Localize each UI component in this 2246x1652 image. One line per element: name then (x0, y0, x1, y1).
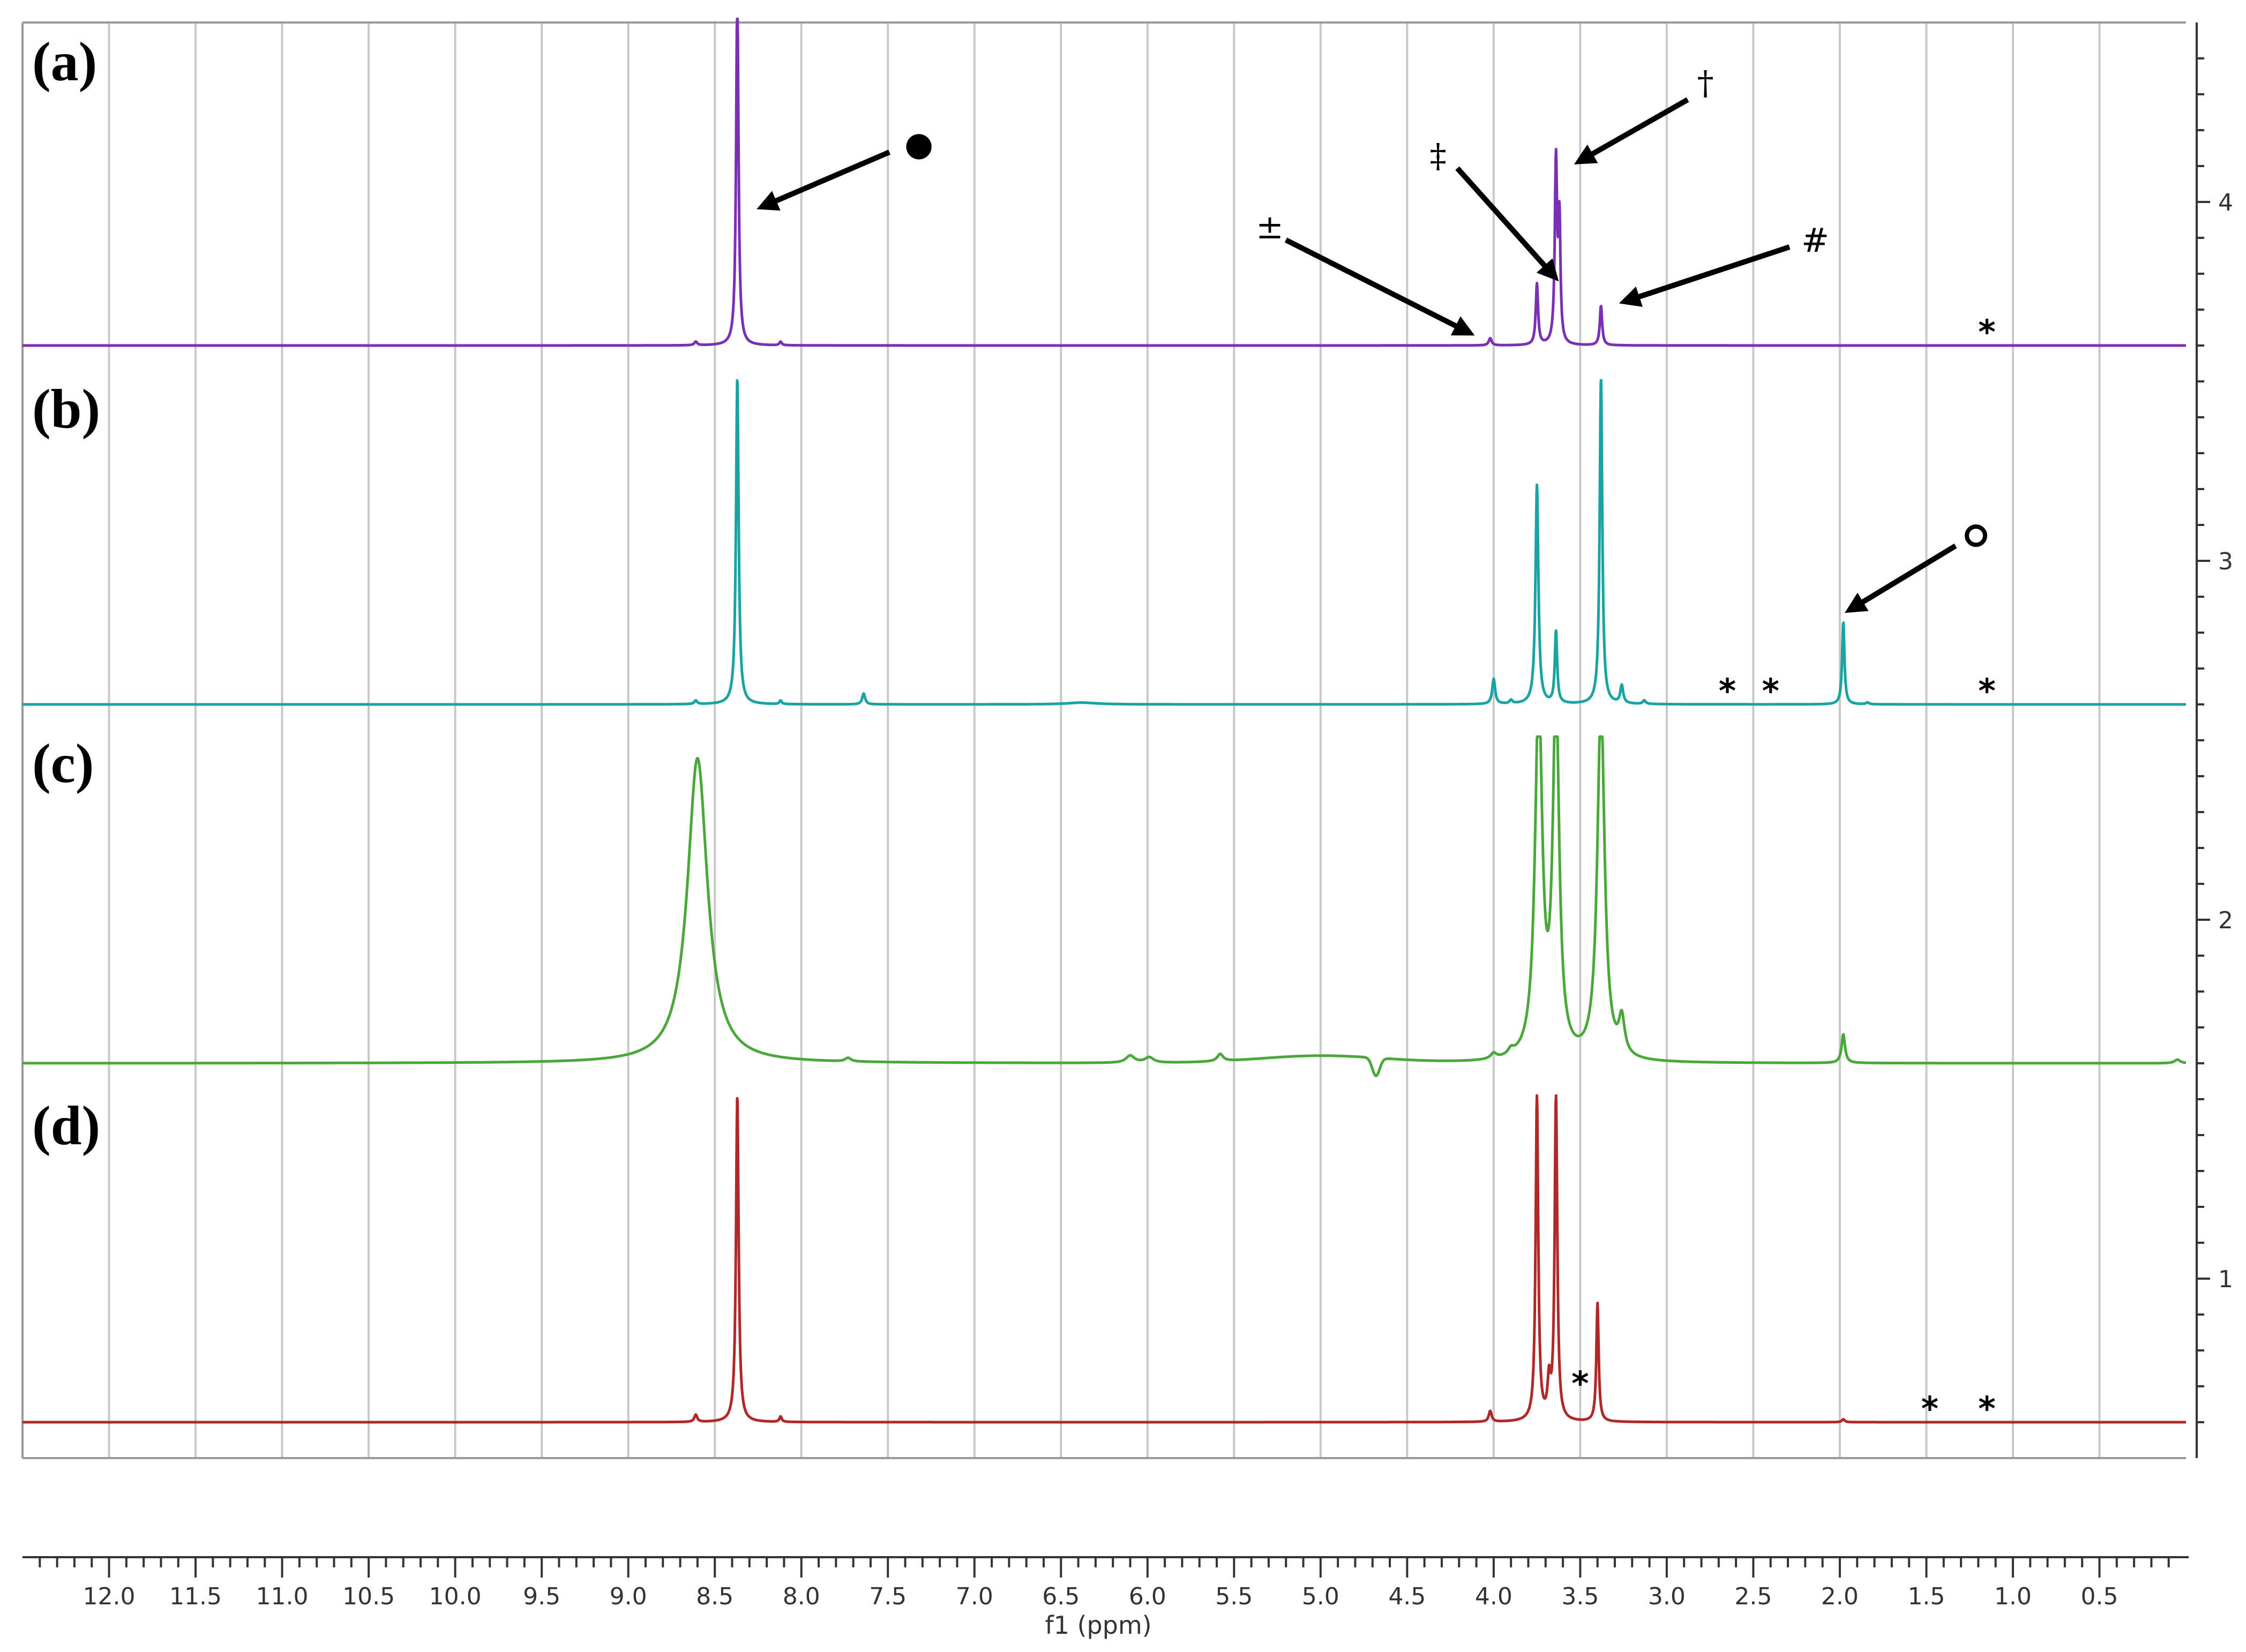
x-tick-label: 3.0 (1648, 1583, 1686, 1610)
annotation-double-dagger: ‡ (1430, 136, 1447, 175)
panel-label-a: (a) (32, 31, 97, 93)
asterisk-annotation: * (1978, 672, 1995, 711)
y-tick-label: 2 (2218, 907, 2233, 934)
x-tick-label: 4.0 (1475, 1583, 1513, 1610)
y-tick-label: 3 (2218, 548, 2233, 575)
asterisk-annotation: * (1921, 1390, 1938, 1429)
y-axis-ticks: 4 3 2 1 (2197, 57, 2233, 1423)
x-tick-label: 1.0 (1994, 1583, 2032, 1610)
x-tick-label: 7.0 (956, 1583, 993, 1610)
asterisk-annotation: * (1571, 1364, 1589, 1403)
x-tick-label: 9.0 (610, 1583, 647, 1610)
x-tick-label: 6.0 (1129, 1583, 1166, 1610)
x-axis-ticks: 12.0 11.5 11.0 10.5 10.0 9.5 9.0 8.5 8.0 7.5 7.0 6.… (39, 1557, 2170, 1610)
spectrum-line-a (21, 17, 2187, 347)
asterisk-annotation: * (1978, 313, 1995, 352)
x-tick-label: 5.0 (1302, 1583, 1339, 1610)
x-tick-label: 8.0 (783, 1583, 820, 1610)
x-tick-label: 10.0 (429, 1583, 482, 1610)
arrow-open-circle (1845, 543, 1957, 613)
x-tick-label: 12.0 (83, 1583, 136, 1610)
panel-label-d: (d) (32, 1095, 100, 1157)
arrow-plus-minus (1284, 237, 1475, 336)
asterisk-annotation: * (1978, 1390, 1995, 1429)
x-tick-label: 0.5 (2080, 1583, 2118, 1610)
arrow-double-dagger (1455, 166, 1559, 282)
annotation-hash: # (1801, 221, 1829, 260)
asterisk-annotation: * (1719, 672, 1736, 711)
panel-label-b: (b) (32, 378, 100, 440)
x-tick-label: 11.5 (169, 1583, 222, 1610)
x-tick-label: 6.5 (1042, 1583, 1080, 1610)
x-tick-label: 11.0 (256, 1583, 309, 1610)
x-axis-title: f1 (ppm) (1045, 1611, 1151, 1640)
panel-label-c: (c) (32, 733, 94, 794)
spectrum-line-d (21, 1094, 2187, 1424)
arrow-filled-circle (757, 149, 890, 211)
asterisk-annotation: * (1762, 672, 1779, 711)
x-tick-label: 2.0 (1821, 1583, 1859, 1610)
x-tick-label: 3.5 (1561, 1583, 1599, 1610)
annotation-open-circle-mark (1965, 524, 1987, 547)
x-tick-label: 8.5 (696, 1583, 733, 1610)
arrow-hash (1619, 244, 1791, 307)
spectrum-line-b (21, 379, 2187, 706)
x-tick-label: 7.5 (869, 1583, 907, 1610)
x-tick-label: 2.5 (1734, 1583, 1772, 1610)
x-tick-label: 4.5 (1388, 1583, 1426, 1610)
annotation-filled-circle: ● (904, 124, 933, 163)
asterisk-annotations: * * * * * * * (1571, 313, 1996, 1429)
x-tick-label: 5.5 (1215, 1583, 1253, 1610)
vertical-gridlines (108, 22, 2101, 1458)
y-tick-label: 1 (2218, 1266, 2233, 1293)
spectra-group (21, 17, 2187, 1424)
x-tick-label: 9.5 (523, 1583, 560, 1610)
x-tick-label: 1.5 (1907, 1583, 1945, 1610)
arrow-dagger (1574, 97, 1689, 164)
y-tick-label: 4 (2218, 189, 2233, 216)
x-tick-label: 10.5 (342, 1583, 395, 1610)
spectrum-line-c (21, 735, 2187, 1077)
annotation-plus-minus: ± (1256, 207, 1284, 246)
annotation-dagger: † (1697, 63, 1714, 102)
